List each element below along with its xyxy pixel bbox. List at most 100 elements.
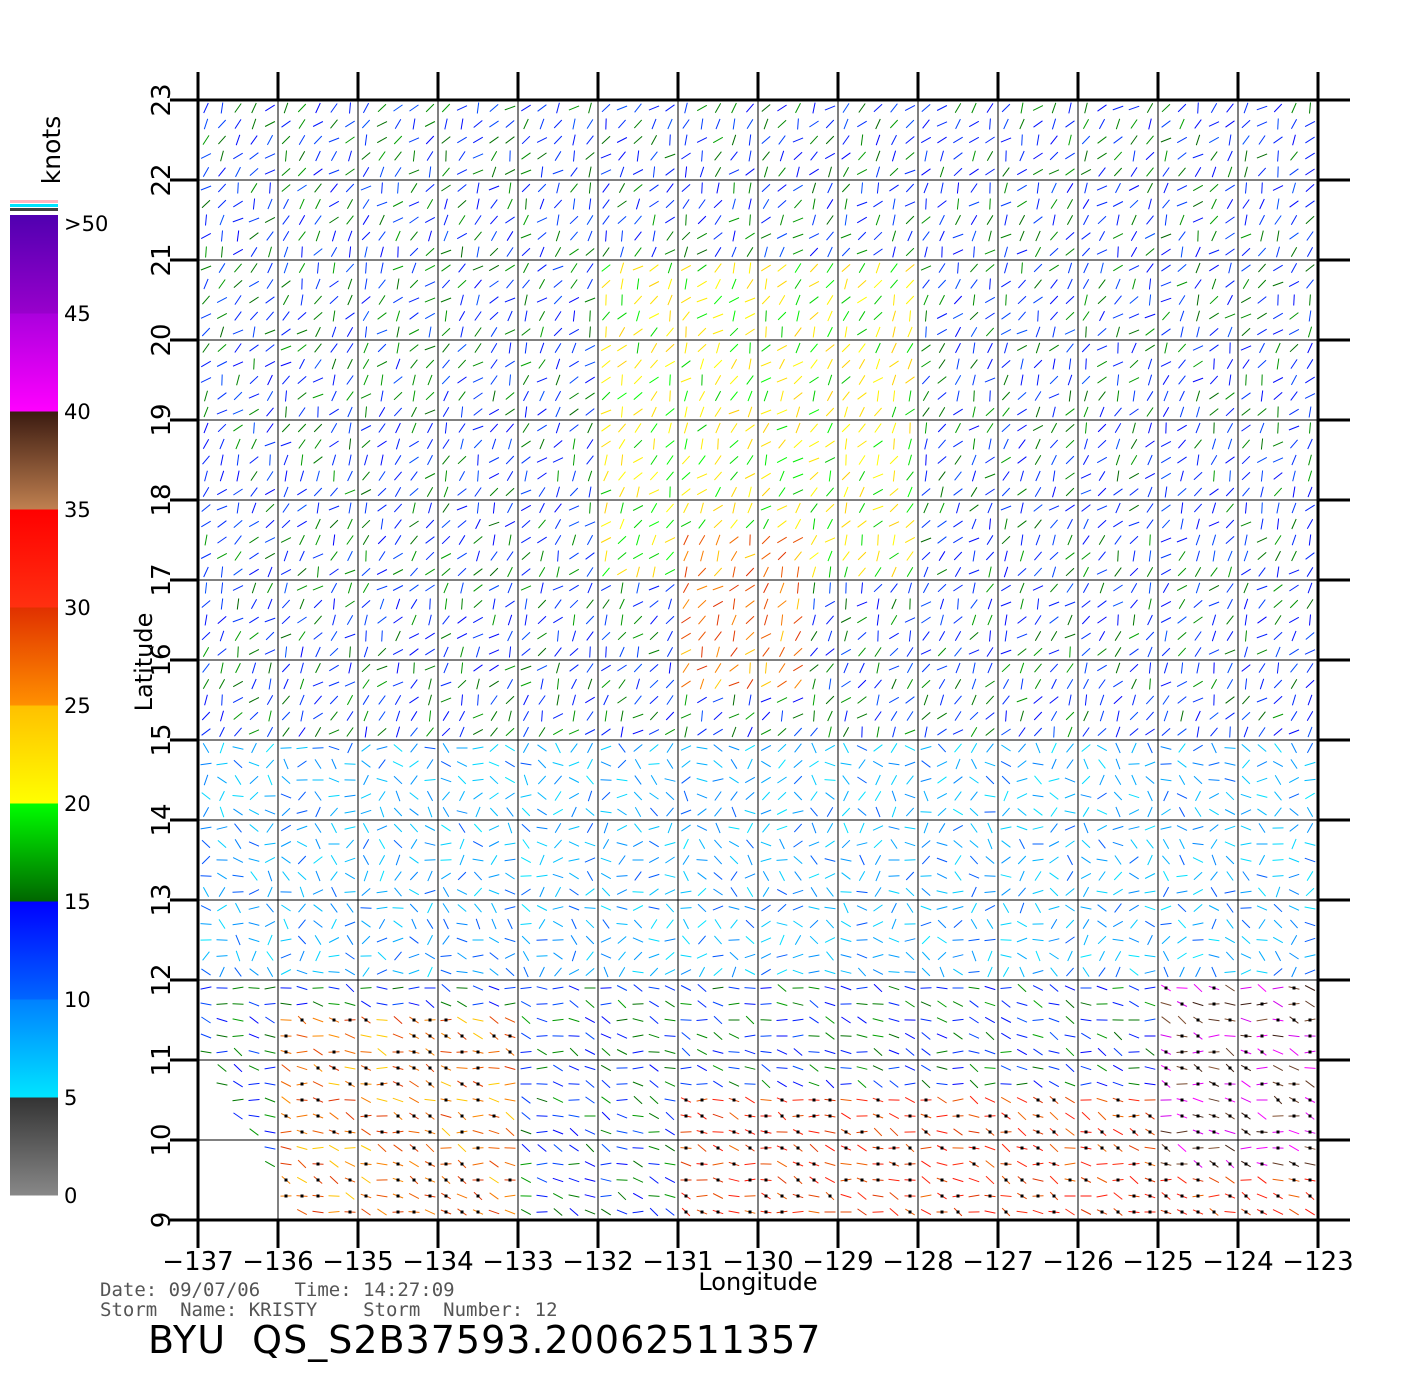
wind-vector — [298, 919, 306, 929]
wind-vector — [1178, 599, 1186, 609]
wind-vector — [1112, 1081, 1124, 1087]
wind-vector — [732, 694, 736, 706]
wind-vector — [972, 662, 976, 674]
wind-vector — [1148, 582, 1152, 594]
wind-vector — [858, 567, 866, 577]
wind-vector — [313, 487, 323, 497]
wind-vector — [843, 790, 849, 802]
wind-vector — [987, 358, 993, 370]
wind-vector — [969, 168, 979, 176]
wind-vector — [312, 987, 324, 989]
rain-flag-marker — [1196, 1130, 1200, 1134]
wind-vector — [600, 153, 612, 159]
wind-vector — [1208, 905, 1220, 911]
wind-vector — [472, 616, 484, 624]
wind-vector — [1304, 778, 1316, 782]
wind-vector — [298, 903, 306, 913]
wind-vector — [424, 1209, 436, 1215]
wind-vector — [392, 648, 404, 656]
wind-vector — [666, 183, 674, 193]
wind-vector — [1145, 151, 1155, 161]
wind-vector — [297, 760, 307, 768]
wind-vector — [568, 1163, 580, 1165]
wind-vector — [428, 694, 432, 706]
wind-vector — [552, 873, 564, 879]
wind-vector — [233, 391, 243, 401]
wind-vector — [1144, 1066, 1156, 1070]
wind-vector — [1180, 518, 1184, 530]
wind-vector — [874, 647, 882, 657]
wind-vector — [507, 582, 513, 594]
wind-vector — [874, 711, 882, 721]
rain-flag-marker — [780, 1146, 784, 1150]
rain-flag-marker — [428, 1194, 432, 1198]
wind-vector — [1290, 679, 1298, 689]
wind-vector — [330, 150, 338, 162]
wind-vector — [473, 439, 483, 449]
rain-flag-marker — [1004, 1114, 1008, 1118]
wind-vector — [891, 678, 897, 690]
rain-flag-marker — [1292, 1178, 1296, 1182]
wind-vector — [712, 313, 724, 319]
wind-vector — [444, 310, 448, 322]
wind-vector — [955, 278, 961, 290]
wind-vector — [264, 1082, 276, 1086]
wind-vector — [856, 249, 868, 255]
wind-vector — [460, 326, 464, 338]
rain-flag-marker — [700, 1098, 704, 1102]
wind-vector — [764, 278, 768, 290]
wind-vector — [1256, 649, 1268, 655]
wind-vector — [1307, 470, 1313, 482]
wind-vector — [234, 839, 242, 849]
wind-vector — [440, 681, 452, 687]
wind-vector — [536, 137, 548, 143]
wind-vector — [298, 791, 306, 801]
wind-vector — [585, 152, 595, 160]
rain-flag-marker — [764, 1114, 768, 1118]
wind-vector — [457, 1016, 467, 1024]
wind-vector — [345, 312, 355, 320]
wind-vector — [1179, 838, 1185, 850]
wind-vector — [504, 1147, 516, 1149]
wind-vector — [474, 279, 482, 289]
wind-vector — [776, 954, 788, 958]
wind-vector — [649, 471, 659, 481]
wind-vector — [219, 726, 225, 738]
wind-vector — [986, 215, 994, 225]
wind-vector — [410, 679, 418, 689]
wind-vector — [457, 376, 467, 384]
wind-vector — [1145, 440, 1155, 448]
wind-vector — [920, 905, 932, 911]
wind-vector — [762, 647, 770, 657]
wind-vector — [1081, 600, 1091, 608]
wind-vector — [748, 358, 752, 370]
wind-vector — [601, 1016, 611, 1024]
wind-vector — [1048, 601, 1060, 607]
wind-vector — [346, 343, 354, 353]
wind-vector — [1144, 1018, 1156, 1022]
wind-vector — [732, 502, 736, 514]
wind-vector — [635, 198, 641, 210]
wind-vector — [604, 454, 608, 466]
wind-vector — [746, 375, 754, 385]
wind-vector — [732, 630, 736, 642]
wind-vector — [443, 390, 449, 402]
wind-vector — [619, 598, 625, 610]
wind-vector — [761, 1079, 771, 1089]
wind-vector — [840, 762, 852, 766]
wind-vector — [1272, 936, 1284, 944]
wind-vector — [1240, 986, 1252, 990]
wind-vector — [1112, 920, 1124, 928]
wind-vector — [298, 262, 306, 274]
wind-vector — [1096, 890, 1108, 894]
wind-vector — [1259, 198, 1265, 210]
wind-vector — [922, 407, 930, 417]
wind-vector — [680, 809, 692, 815]
wind-vector — [923, 502, 929, 514]
wind-vector — [779, 646, 785, 658]
wind-vector — [281, 168, 291, 176]
wind-vector — [1307, 486, 1313, 498]
wind-vector — [296, 1034, 308, 1038]
wind-vector — [892, 390, 896, 402]
wind-vector — [601, 680, 611, 688]
